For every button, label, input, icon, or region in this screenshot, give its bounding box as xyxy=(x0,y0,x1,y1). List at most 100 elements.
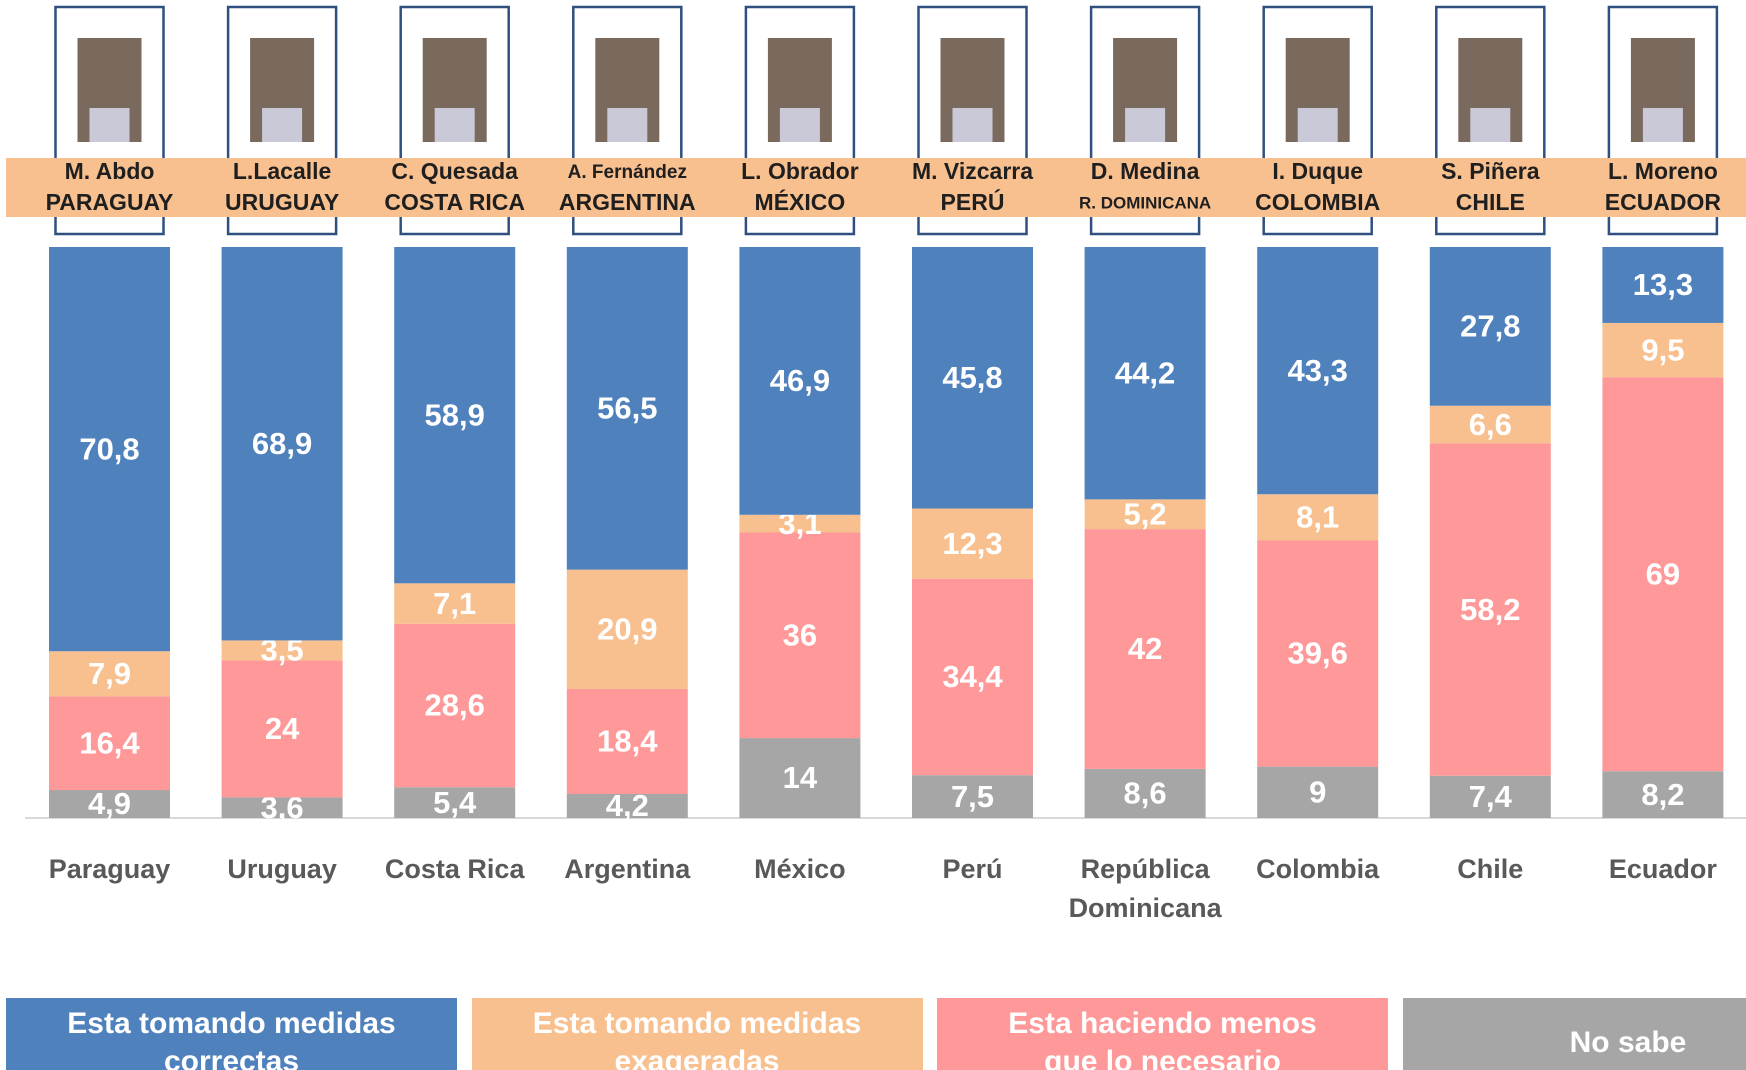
band-cover xyxy=(1434,158,1547,217)
leader-name: L. Obrador xyxy=(741,158,859,184)
bar-segment xyxy=(394,623,516,788)
leader-name: C. Quesada xyxy=(391,158,518,184)
band-cover xyxy=(53,158,166,217)
x-tick-label: Colombia xyxy=(1256,854,1380,884)
leader-country: COLOMBIA xyxy=(1255,189,1380,215)
bar-segment xyxy=(221,640,343,661)
data-label: 8,6 xyxy=(1124,776,1167,811)
band-cover xyxy=(571,158,684,217)
bar-segment xyxy=(566,247,688,570)
data-label: 5,2 xyxy=(1124,496,1167,531)
bar-segment xyxy=(1084,529,1206,769)
bar-segment xyxy=(1084,247,1206,500)
data-label: 36 xyxy=(783,617,817,652)
bar-segment xyxy=(49,247,170,652)
bar-segment xyxy=(1429,775,1551,818)
data-label: 28,6 xyxy=(425,688,485,723)
bar-segment xyxy=(1429,405,1551,444)
bar-segment xyxy=(1257,766,1379,818)
bar-segment xyxy=(1429,443,1551,776)
data-label: 18,4 xyxy=(597,724,658,759)
bar-segment xyxy=(1602,247,1724,323)
bar-segment xyxy=(912,578,1033,776)
data-label: 24 xyxy=(265,711,300,746)
data-label: 9,5 xyxy=(1641,332,1684,367)
data-label: 6,6 xyxy=(1469,407,1512,442)
band-cover xyxy=(226,158,339,217)
data-label: 8,2 xyxy=(1641,777,1684,812)
bar-segment xyxy=(912,247,1033,509)
x-tick-label: República Dominicana xyxy=(1068,854,1222,923)
data-label: 7,1 xyxy=(433,586,476,621)
band-cover xyxy=(743,158,856,217)
leader-name: L. Moreno xyxy=(1608,158,1718,184)
data-label: 5,4 xyxy=(433,785,477,820)
leader-name: M. Abdo xyxy=(65,158,155,184)
leader-name: A. Fernández xyxy=(568,162,687,183)
leader-name: M. Vizcarra xyxy=(912,158,1033,184)
leader-name: I. Duque xyxy=(1272,158,1363,184)
bar-segment xyxy=(1602,377,1724,772)
x-tick-label: Costa Rica xyxy=(384,854,525,884)
bar-segment xyxy=(394,787,516,818)
photo-sash xyxy=(434,108,475,142)
leader-name: S. Piñera xyxy=(1441,158,1540,184)
bar-segment xyxy=(221,247,343,641)
band-cover xyxy=(1261,158,1374,217)
data-label: 8,1 xyxy=(1296,500,1339,535)
photo-sash xyxy=(1642,108,1683,142)
x-tick-label: Ecuador xyxy=(1608,854,1717,884)
legend-entry: Esta haciendo menos que lo necesario xyxy=(937,998,1388,1070)
bar-segment xyxy=(1257,494,1379,541)
band-cover xyxy=(398,158,511,217)
x-tick-label: Perú xyxy=(942,854,1003,884)
leader-name: L.Lacalle xyxy=(233,158,331,184)
leader-country: ARGENTINA xyxy=(559,189,696,215)
photo-sash xyxy=(952,108,993,142)
data-label: 4,9 xyxy=(88,786,131,821)
data-label: 68,9 xyxy=(252,426,312,461)
bar-segment xyxy=(1602,771,1724,818)
leader-country: URUGUAY xyxy=(225,189,339,215)
bar-segment xyxy=(1257,540,1379,767)
photo-sash xyxy=(89,108,130,142)
band-cover xyxy=(916,158,1029,217)
bar-segment xyxy=(1257,247,1379,495)
bar-segment xyxy=(1429,247,1551,406)
leader-country: CHILE xyxy=(1456,189,1525,215)
x-tick-label: Chile xyxy=(1457,854,1524,884)
bar-segment xyxy=(394,247,516,584)
photo-sash xyxy=(1297,108,1338,142)
data-label: 7,5 xyxy=(951,779,994,814)
bar-segment xyxy=(221,797,343,818)
bar-segment xyxy=(49,790,170,818)
bar-segment xyxy=(739,247,861,515)
leader-country: ECUADOR xyxy=(1605,189,1722,215)
leader-country: MÉXICO xyxy=(755,188,846,215)
data-label: 4,2 xyxy=(606,788,649,823)
bar-segment xyxy=(912,775,1033,818)
bar-segment xyxy=(566,794,688,818)
data-label: 20,9 xyxy=(597,611,657,646)
data-label: 46,9 xyxy=(770,363,830,398)
data-label: 7,4 xyxy=(1469,779,1513,814)
band-cover xyxy=(1606,158,1719,217)
data-label: 34,4 xyxy=(942,659,1003,694)
data-label: 42 xyxy=(1128,631,1162,666)
data-label: 69 xyxy=(1646,556,1680,591)
x-tick-label: Uruguay xyxy=(227,854,337,884)
bar-segment xyxy=(394,583,516,624)
data-label: 39,6 xyxy=(1288,636,1348,671)
bar-segment xyxy=(739,532,861,739)
photo-sash xyxy=(779,108,820,142)
x-tick-label: México xyxy=(754,854,846,884)
data-label: 56,5 xyxy=(597,390,657,425)
data-label: 58,9 xyxy=(425,397,485,432)
data-label: 27,8 xyxy=(1460,309,1520,344)
legend-entry: Esta tomando medidas exageradas xyxy=(471,998,923,1070)
data-label: 14 xyxy=(783,760,818,795)
band-cover xyxy=(1089,158,1202,217)
bar-segment xyxy=(1602,322,1724,378)
